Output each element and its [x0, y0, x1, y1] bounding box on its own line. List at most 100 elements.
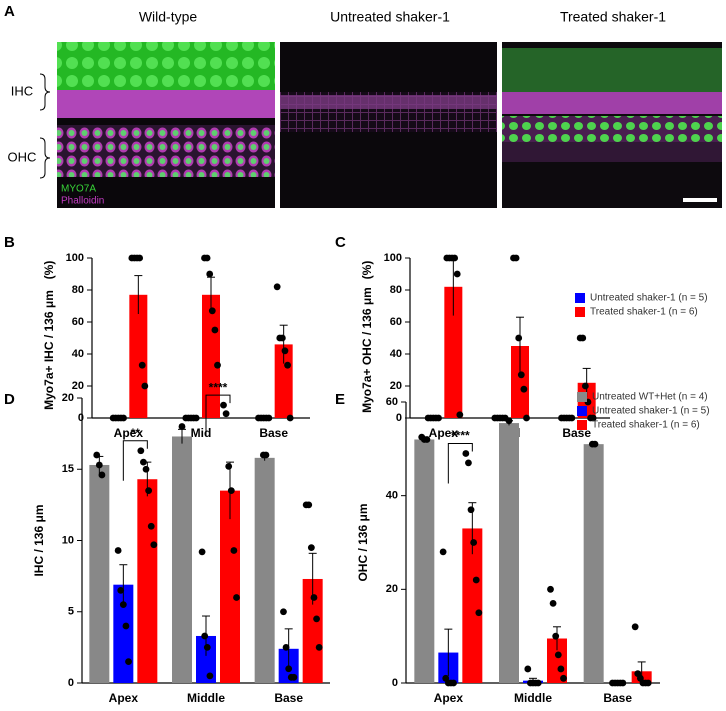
panel-label: C: [335, 234, 346, 251]
data-point: [147, 522, 155, 530]
data-point: [140, 458, 147, 466]
data-point: [145, 487, 153, 495]
data-point: [547, 585, 554, 593]
legend-swatch: [575, 307, 585, 317]
x-tick-label: Apex: [109, 691, 139, 705]
column-title: Wild-type: [139, 9, 198, 25]
y-axis-unit: (%): [42, 261, 56, 280]
data-point: [568, 414, 576, 422]
data-point: [233, 594, 240, 601]
significance-label: ****: [209, 380, 228, 394]
significance-bracket: [205, 394, 231, 436]
data-point: [138, 361, 146, 369]
x-tick-label: Base: [274, 691, 303, 705]
bar: [254, 457, 275, 683]
data-point: [95, 461, 103, 469]
data-point: [125, 658, 132, 666]
data-point: [557, 665, 565, 673]
bar: [511, 346, 529, 418]
data-point: [435, 414, 442, 422]
data-point: [644, 679, 652, 687]
legend-label: Untreated shaker-1 (n = 5): [592, 406, 710, 417]
panel-label: D: [4, 391, 15, 408]
legend-label: Treated shaker-1 (n = 6): [590, 307, 698, 318]
significance-bracket: [447, 443, 473, 484]
data-point: [273, 283, 281, 291]
data-point: [520, 385, 528, 393]
panel-label: B: [4, 234, 15, 251]
data-point: [524, 665, 532, 673]
data-point: [136, 254, 144, 262]
data-point: [472, 576, 480, 584]
data-point: [214, 361, 221, 369]
y-tick-label: 60: [386, 396, 398, 408]
y-tick-label: 80: [390, 284, 402, 296]
data-point: [222, 410, 230, 418]
data-point: [208, 307, 216, 315]
y-tick-label: 60: [390, 316, 402, 328]
y-axis-label: Myo7a+ IHC / 136 μm: [42, 290, 56, 410]
data-point: [423, 436, 431, 443]
data-point: [462, 450, 470, 457]
stain-label: Phalloidin: [61, 196, 104, 207]
y-tick-label: 40: [390, 348, 402, 360]
y-tick-label: 40: [72, 348, 84, 360]
data-point: [281, 347, 289, 355]
y-tick-label: 0: [78, 412, 84, 424]
y-tick-label: 80: [72, 284, 84, 296]
data-point: [560, 674, 567, 682]
column-title: Untreated shaker-1: [330, 9, 450, 25]
bar: [137, 479, 158, 683]
data-point: [203, 643, 211, 651]
column-title: Treated shaker-1: [560, 9, 666, 25]
data-point: [456, 411, 464, 419]
y-tick-label: 20: [72, 380, 84, 392]
data-point: [470, 539, 478, 546]
data-point: [141, 382, 149, 390]
bar: [202, 294, 220, 418]
brace: [39, 137, 51, 179]
x-tick-label: Apex: [429, 426, 459, 440]
significance-label: **: [131, 426, 141, 440]
data-point: [225, 463, 233, 470]
bar: [462, 528, 483, 683]
data-point: [220, 401, 227, 409]
x-tick-label: Middle: [187, 691, 225, 705]
data-point: [475, 609, 483, 617]
data-point: [313, 615, 320, 623]
legend-label: Treated shaker-1 (n = 6): [592, 420, 700, 431]
data-point: [305, 501, 313, 509]
bar: [499, 423, 519, 683]
data-point: [278, 334, 286, 342]
data-point: [198, 548, 206, 556]
data-point: [465, 459, 472, 467]
y-tick-label: 0: [396, 412, 402, 424]
data-point: [206, 672, 214, 680]
panel-label: E: [335, 391, 345, 408]
legend-swatch: [577, 406, 587, 416]
data-point: [265, 414, 273, 422]
bar: [583, 444, 604, 683]
x-tick-label: Apex: [434, 691, 464, 705]
y-tick-label: 20: [390, 380, 402, 392]
x-tick-label: Apex: [114, 426, 144, 440]
bar: [220, 490, 240, 683]
data-point: [439, 548, 447, 556]
data-point: [512, 254, 520, 262]
data-point: [631, 623, 639, 631]
bar: [172, 436, 192, 683]
data-point: [286, 414, 294, 422]
data-point: [206, 270, 214, 278]
data-point: [262, 451, 270, 459]
data-point: [119, 601, 127, 609]
data-point: [517, 371, 525, 379]
data-point: [467, 506, 475, 514]
data-point: [230, 547, 238, 554]
data-point: [591, 440, 599, 448]
y-tick-label: 20: [62, 392, 74, 404]
data-point: [150, 541, 158, 549]
data-point: [579, 334, 587, 342]
data-point: [315, 643, 323, 651]
data-point: [114, 547, 122, 554]
